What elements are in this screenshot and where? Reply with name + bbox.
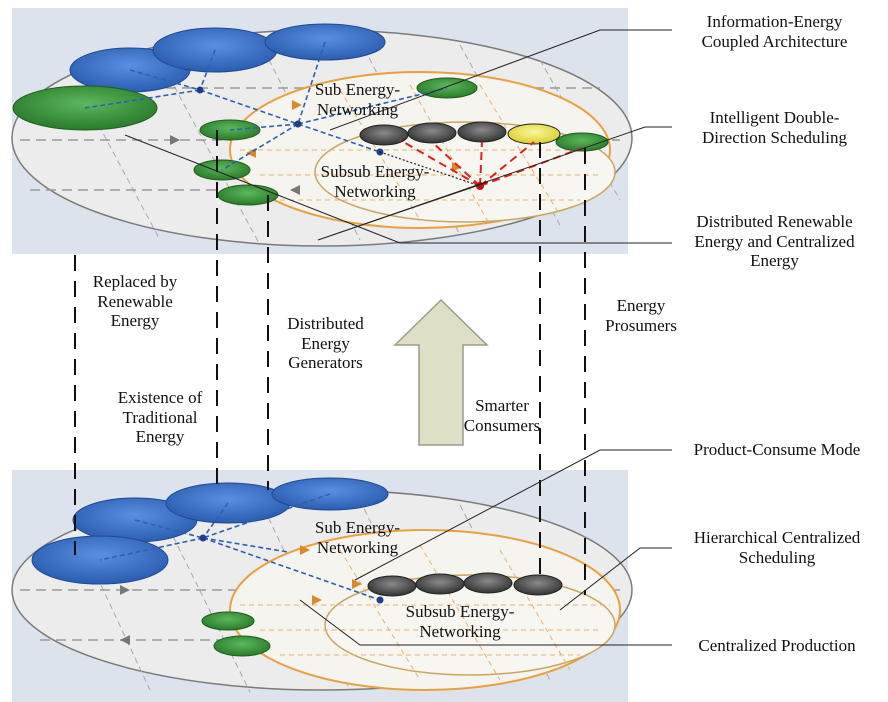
label-distributed-renewable: Distributed Renewable Energy and Central… — [694, 212, 855, 271]
bottom-green-node-2 — [213, 635, 271, 657]
top-orange-arrow-1 — [292, 100, 302, 110]
label-centralized-production: Centralized Production — [698, 636, 856, 655]
bottom-gray-arrow-1 — [120, 585, 130, 595]
bottom-end-node — [376, 596, 384, 604]
label-subsub-energy-top: Subsub Energy- Networking — [320, 162, 430, 201]
bottom-orange-arrow-1 — [300, 545, 310, 555]
bottom-consumer-node-2 — [415, 573, 465, 595]
label-subsub-energy-bottom: Subsub Energy- Networking — [405, 602, 515, 641]
bottom-consumer-node-4 — [513, 574, 563, 596]
top-gray-arrow-1 — [170, 135, 180, 145]
label-information-energy-architecture: Information-Energy Coupled Architecture — [701, 12, 848, 51]
top-hub-node-1 — [196, 86, 204, 94]
bottom-hub-node — [199, 534, 207, 542]
label-replaced-by-renewable: Replaced by Renewable Energy — [92, 272, 178, 331]
label-sub-energy-top: Sub Energy- Networking — [314, 80, 401, 119]
top-consumer-node-2 — [407, 122, 457, 144]
top-consumer-node-3 — [457, 121, 507, 143]
top-consumer-node-1 — [359, 124, 409, 146]
label-smarter-consumers: Smarter Consumers — [463, 396, 541, 435]
top-green-node-5 — [555, 132, 609, 152]
bottom-consumer-node-3 — [463, 572, 513, 594]
bottom-orange-arrow-3 — [352, 579, 362, 589]
top-info-links — [84, 41, 448, 171]
bottom-orange-grid — [240, 544, 610, 681]
callout-leader-lines — [124, 29, 672, 646]
bottom-layer — [11, 470, 633, 702]
bottom-info-links — [99, 493, 381, 601]
bottom-orange-arrow-2 — [312, 595, 322, 605]
top-orange-arrow-3 — [452, 162, 462, 172]
label-energy-prosumers: Energy Prosumers — [605, 296, 677, 335]
bottom-subsub-network-ring — [324, 574, 616, 676]
top-prosumer-node — [507, 123, 561, 145]
bottom-consumer-node-1 — [367, 575, 417, 597]
top-layer — [11, 8, 633, 254]
label-distributed-generators: Distributed Energy Generators — [287, 314, 364, 373]
label-sub-energy-bottom: Sub Energy- Networking — [314, 518, 401, 557]
top-red-scheduling-links — [399, 139, 583, 187]
label-hierarchical-scheduling: Hierarchical Centralized Scheduling — [693, 528, 861, 567]
label-intelligent-scheduling: Intelligent Double- Direction Scheduling — [702, 108, 847, 147]
upgrade-arrow — [393, 298, 489, 446]
top-dotted-link — [379, 151, 481, 187]
label-product-consume-mode: Product-Consume Mode — [693, 440, 861, 459]
label-existence-traditional: Existence of Traditional Energy — [117, 388, 203, 447]
layer-connection-lines — [74, 130, 586, 595]
top-gray-arrow-2 — [290, 185, 300, 195]
bottom-green-node-1 — [201, 611, 255, 631]
bottom-gray-arrow-2 — [120, 635, 130, 645]
top-hub-node-2 — [294, 120, 302, 128]
